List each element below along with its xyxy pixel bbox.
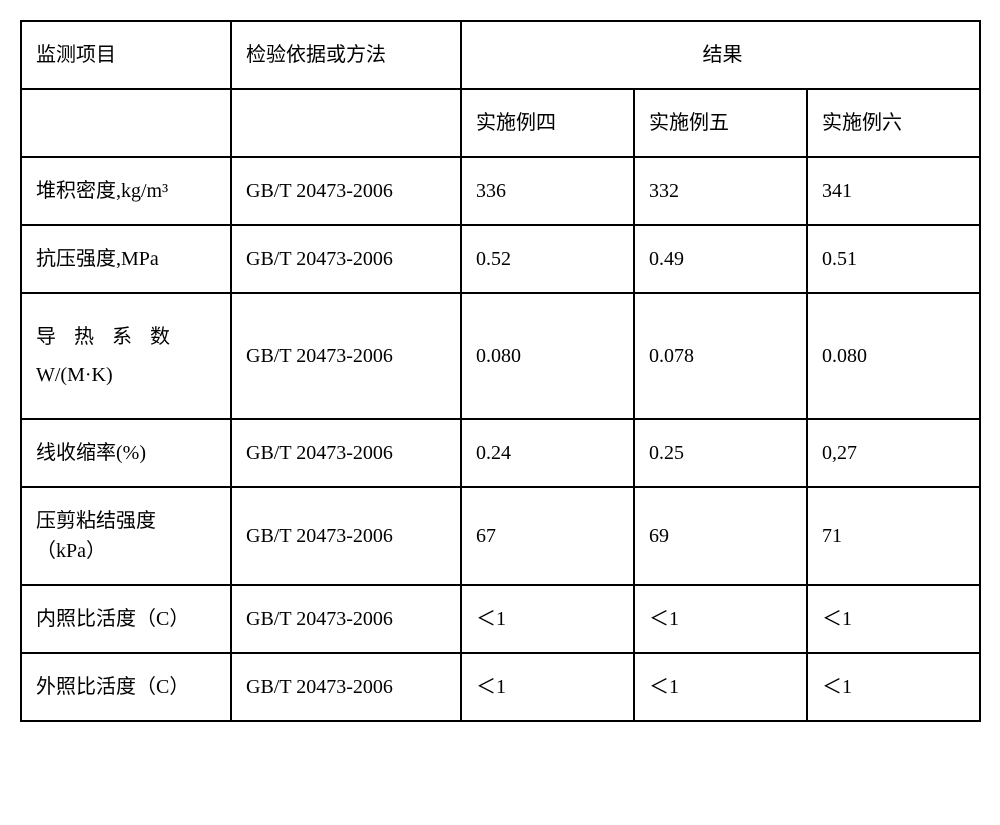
r1-cell: 0.52 <box>461 225 634 293</box>
method-label: GB/T 20473-2006 <box>232 586 460 652</box>
r1-cell: ＜1 <box>461 585 634 653</box>
table-row: 外照比活度（C） GB/T 20473-2006 ＜1 ＜1 ＜1 <box>21 653 980 721</box>
subheader-empty-param <box>21 89 231 157</box>
r2-cell: 0.49 <box>634 225 807 293</box>
param-label: 堆积密度,kg/m³ <box>22 158 230 224</box>
param-label: 外照比活度（C） <box>22 654 230 720</box>
method-label: GB/T 20473-2006 <box>232 503 460 569</box>
subheader-r3: 实施例六 <box>807 89 980 157</box>
r1-value: 0.24 <box>462 420 633 486</box>
header-result-label: 结果 <box>462 22 979 88</box>
method-cell: GB/T 20473-2006 <box>231 293 461 419</box>
r1-cell: 0.24 <box>461 419 634 487</box>
param-label-line2: W/(M·K) <box>36 364 113 386</box>
subheader-r1-label: 实施例四 <box>462 90 633 156</box>
method-label: GB/T 20473-2006 <box>232 420 460 486</box>
r2-cell: ＜1 <box>634 653 807 721</box>
table-row: 压剪粘结强度 （kPa） GB/T 20473-2006 67 69 71 <box>21 487 980 585</box>
param-cell: 导热系数 W/(M·K) <box>21 293 231 419</box>
table-row: 导热系数 W/(M·K) GB/T 20473-2006 0.080 0.078… <box>21 293 980 419</box>
r1-value: 67 <box>462 503 633 569</box>
subheader-r3-label: 实施例六 <box>808 90 979 156</box>
method-cell: GB/T 20473-2006 <box>231 487 461 585</box>
r1-value: 0.52 <box>462 226 633 292</box>
method-cell: GB/T 20473-2006 <box>231 157 461 225</box>
param-cell: 内照比活度（C） <box>21 585 231 653</box>
param-label-line1: 导热系数 <box>36 326 188 348</box>
header-method-label: 检验依据或方法 <box>232 22 460 88</box>
param-cell: 线收缩率(%) <box>21 419 231 487</box>
method-cell: GB/T 20473-2006 <box>231 653 461 721</box>
table-row: 内照比活度（C） GB/T 20473-2006 ＜1 ＜1 ＜1 <box>21 585 980 653</box>
method-cell: GB/T 20473-2006 <box>231 225 461 293</box>
method-label: GB/T 20473-2006 <box>232 226 460 292</box>
r1-value: 336 <box>462 158 633 224</box>
r3-value: 341 <box>808 158 979 224</box>
method-cell: GB/T 20473-2006 <box>231 419 461 487</box>
table-row: 抗压强度,MPa GB/T 20473-2006 0.52 0.49 0.51 <box>21 225 980 293</box>
param-label: 抗压强度,MPa <box>22 226 230 292</box>
table-row: 线收缩率(%) GB/T 20473-2006 0.24 0.25 0,27 <box>21 419 980 487</box>
r2-value: ＜1 <box>635 586 806 652</box>
method-label: GB/T 20473-2006 <box>232 313 460 399</box>
r2-cell: 0.078 <box>634 293 807 419</box>
r3-cell: 71 <box>807 487 980 585</box>
r3-cell: ＜1 <box>807 653 980 721</box>
r1-value: ＜1 <box>462 586 633 652</box>
param-label-line2: （kPa） <box>36 540 106 562</box>
r3-value: 0.51 <box>808 226 979 292</box>
r3-value: 0,27 <box>808 420 979 486</box>
param-label: 线收缩率(%) <box>22 420 230 486</box>
r2-value: 0.25 <box>635 420 806 486</box>
header-method: 检验依据或方法 <box>231 21 461 89</box>
table-row: 堆积密度,kg/m³ GB/T 20473-2006 336 332 341 <box>21 157 980 225</box>
subheader-r1: 实施例四 <box>461 89 634 157</box>
r2-cell: 69 <box>634 487 807 585</box>
r3-cell: ＜1 <box>807 585 980 653</box>
r2-value: 0.078 <box>635 313 806 399</box>
r2-cell: 0.25 <box>634 419 807 487</box>
r2-value: 332 <box>635 158 806 224</box>
method-label: GB/T 20473-2006 <box>232 158 460 224</box>
r1-value: 0.080 <box>462 313 633 399</box>
r3-cell: 0.51 <box>807 225 980 293</box>
table-subheader-row: 实施例四 实施例五 实施例六 <box>21 89 980 157</box>
param-label: 内照比活度（C） <box>22 586 230 652</box>
header-param-label: 监测项目 <box>22 22 230 88</box>
param-cell: 抗压强度,MPa <box>21 225 231 293</box>
r2-cell: ＜1 <box>634 585 807 653</box>
subheader-r2-label: 实施例五 <box>635 90 806 156</box>
param-cell: 外照比活度（C） <box>21 653 231 721</box>
r3-value: 71 <box>808 503 979 569</box>
subheader-empty-method <box>231 89 461 157</box>
results-table: 监测项目 检验依据或方法 结果 实施例四 实施例五 实施例六 堆积密度,kg/m… <box>20 20 981 722</box>
table-header-row: 监测项目 检验依据或方法 结果 <box>21 21 980 89</box>
r1-cell: 67 <box>461 487 634 585</box>
r3-cell: 341 <box>807 157 980 225</box>
param-cell: 堆积密度,kg/m³ <box>21 157 231 225</box>
param-label-line1: 压剪粘结强度 <box>36 510 156 532</box>
r3-value: ＜1 <box>808 654 979 720</box>
r3-value: ＜1 <box>808 586 979 652</box>
r2-value: ＜1 <box>635 654 806 720</box>
r2-value: 0.49 <box>635 226 806 292</box>
r3-cell: 0,27 <box>807 419 980 487</box>
subheader-r2: 实施例五 <box>634 89 807 157</box>
r2-cell: 332 <box>634 157 807 225</box>
r1-value: ＜1 <box>462 654 633 720</box>
method-label: GB/T 20473-2006 <box>232 654 460 720</box>
param-cell: 压剪粘结强度 （kPa） <box>21 487 231 585</box>
header-param: 监测项目 <box>21 21 231 89</box>
method-cell: GB/T 20473-2006 <box>231 585 461 653</box>
r3-value: 0.080 <box>808 313 979 399</box>
r3-cell: 0.080 <box>807 293 980 419</box>
header-result: 结果 <box>461 21 980 89</box>
r1-cell: 336 <box>461 157 634 225</box>
r2-value: 69 <box>635 503 806 569</box>
r1-cell: ＜1 <box>461 653 634 721</box>
r1-cell: 0.080 <box>461 293 634 419</box>
